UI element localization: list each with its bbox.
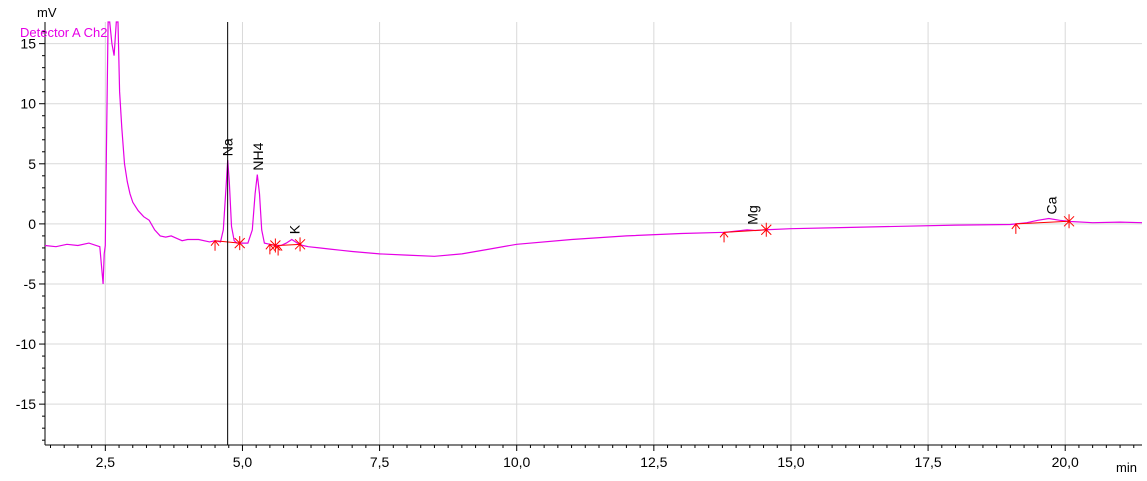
peak-label: Ca bbox=[1043, 196, 1059, 214]
x-axis-unit: min bbox=[1116, 460, 1137, 475]
series-layer bbox=[44, 21, 1143, 285]
peak-label: Mg bbox=[745, 205, 761, 224]
y-tick-label: -10 bbox=[16, 336, 36, 352]
x-tick-label: 5,0 bbox=[233, 454, 253, 470]
y-axis-unit: mV bbox=[37, 5, 57, 20]
series-line bbox=[44, 21, 1143, 285]
x-tick-label: 15,0 bbox=[777, 454, 804, 470]
y-tick-label: -5 bbox=[24, 276, 37, 292]
peak-end-marker bbox=[1063, 214, 1075, 229]
legend-series-label: Detector A Ch2 bbox=[20, 25, 107, 40]
peak-baseline bbox=[278, 243, 301, 247]
y-tick-label: 5 bbox=[28, 156, 36, 172]
peak-start-marker bbox=[1011, 223, 1021, 234]
x-tick-label: 2,5 bbox=[96, 454, 116, 470]
peak-baseline bbox=[269, 243, 276, 247]
peak-end-marker bbox=[294, 237, 306, 252]
peak-baseline bbox=[1015, 220, 1070, 225]
peak-label: NH4 bbox=[250, 142, 266, 170]
x-tick-label: 17,5 bbox=[914, 454, 941, 470]
peak-start-marker bbox=[210, 239, 220, 251]
peak-label: K bbox=[287, 224, 303, 234]
y-tick-label: -15 bbox=[16, 396, 36, 412]
axes: 15 10 5 0 -5 -10 -15 2,5 5,0 7,5 10,0 12,5 15,0 17,5 2… bbox=[16, 22, 1142, 470]
peak-end-marker bbox=[270, 238, 281, 253]
x-tick-label: 7,5 bbox=[370, 454, 390, 470]
x-tick-label: 20,0 bbox=[1052, 454, 1079, 470]
y-tick-label: 0 bbox=[28, 216, 36, 232]
x-tick-label: 12,5 bbox=[640, 454, 667, 470]
peak-start-marker bbox=[719, 231, 729, 243]
peak-baseline bbox=[724, 229, 767, 233]
x-tick-label: 10,0 bbox=[503, 454, 530, 470]
y-tick-label: 15 bbox=[20, 36, 36, 52]
peak-end-marker bbox=[234, 236, 246, 251]
y-tick-label: 10 bbox=[20, 96, 36, 112]
peak-start-marker bbox=[273, 244, 283, 256]
peak-end-marker bbox=[760, 222, 772, 237]
